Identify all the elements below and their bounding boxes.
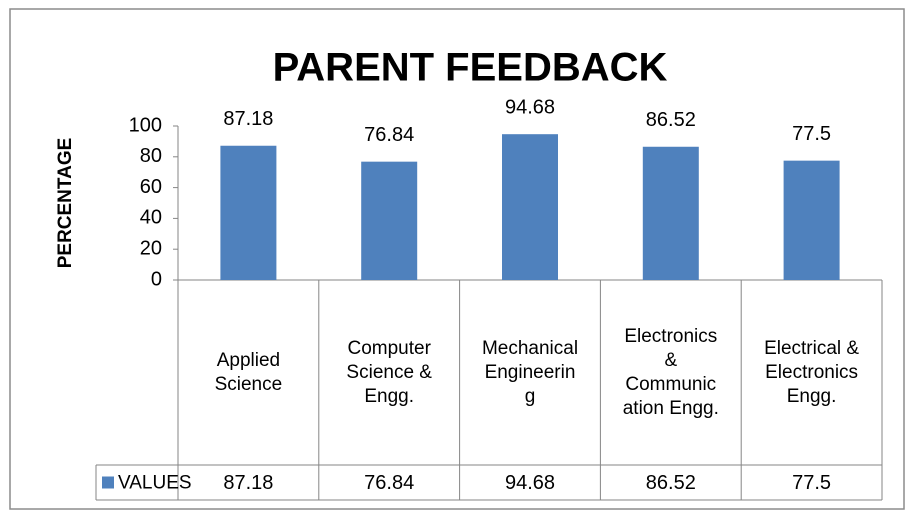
x-tick-label: Mechanical Engineering <box>481 337 579 407</box>
data-label: 86.52 <box>646 109 696 131</box>
data-label: 87.18 <box>223 108 273 130</box>
data-label: 76.84 <box>364 124 414 146</box>
y-tick-label: 20 <box>140 237 162 259</box>
table-value: 76.84 <box>364 472 414 494</box>
x-tick-label: Computer Science & Engg. <box>346 337 432 407</box>
bar <box>361 161 418 280</box>
x-category-cell: Electronics & Communication Engg. <box>620 282 721 463</box>
data-label: 94.68 <box>505 96 555 118</box>
y-tick-label: 0 <box>151 268 162 290</box>
x-category-wrap: Electrical & Electronics Engg. <box>761 282 862 463</box>
x-category-cell: Mechanical Engineering <box>480 282 581 463</box>
x-category-wrap: Computer Science & Engg. <box>339 282 440 463</box>
y-tick-label: 80 <box>140 145 162 167</box>
table-value: 94.68 <box>505 472 555 494</box>
x-tick-label: Electrical & Electronics Engg. <box>764 337 860 407</box>
y-tick-label: 60 <box>140 176 162 198</box>
bar <box>220 145 277 280</box>
table-value: 87.18 <box>223 472 273 494</box>
chart-title: PARENT FEEDBACK <box>273 46 668 90</box>
x-category-wrap: Mechanical Engineering <box>480 282 581 463</box>
y-tick-label: 100 <box>129 114 162 136</box>
bar <box>783 160 840 280</box>
x-category-cell: Applied Science <box>198 282 299 463</box>
chart-frame <box>9 8 905 510</box>
x-category-wrap: Applied Science <box>198 282 299 463</box>
x-category-cell: Electrical & Electronics Engg. <box>761 282 862 463</box>
x-category-cell: Computer Science & Engg. <box>339 282 440 463</box>
data-label: 77.5 <box>792 123 831 145</box>
x-tick-label: Applied Science <box>214 349 283 395</box>
x-tick-label: Electronics & Communication Engg. <box>622 325 719 419</box>
legend-label: VALUES <box>118 473 192 494</box>
table-value: 86.52 <box>646 472 696 494</box>
y-axis-label: PERCENTAGE <box>55 138 76 269</box>
legend-swatch <box>102 476 114 489</box>
x-category-wrap: Electronics & Communication Engg. <box>620 282 721 463</box>
bar <box>502 134 558 280</box>
table-value: 77.5 <box>792 472 831 494</box>
bar <box>642 146 699 280</box>
y-tick-label: 40 <box>140 207 162 229</box>
